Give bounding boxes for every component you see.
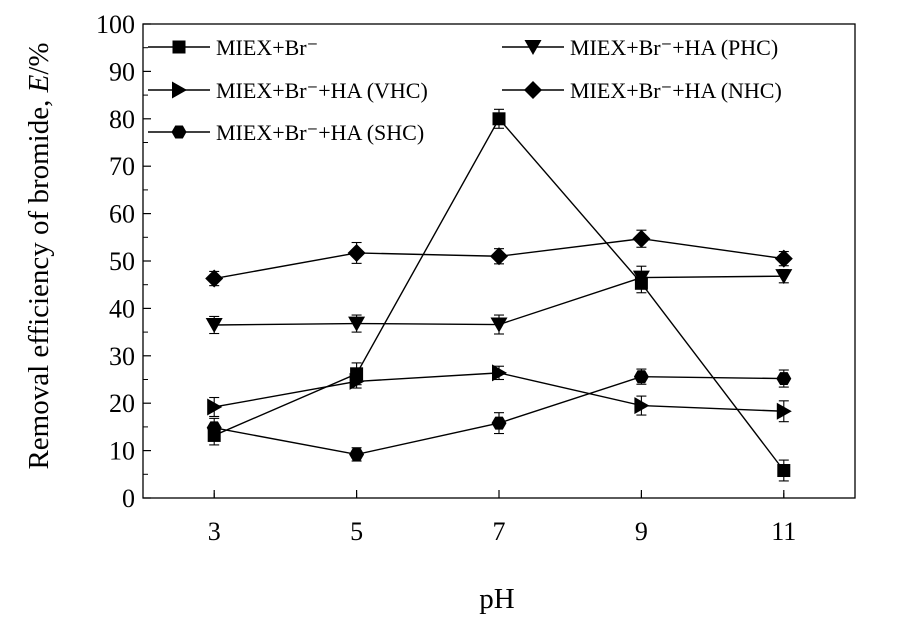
x-tick-label: 5 bbox=[350, 517, 363, 546]
hexagon-marker bbox=[206, 421, 222, 435]
series bbox=[205, 229, 793, 288]
y-tick-label: 60 bbox=[109, 200, 135, 229]
diamond-marker bbox=[524, 81, 542, 99]
y-axis-title-part: Removal efficiency of bromide, bbox=[23, 92, 55, 469]
triangle-down-marker bbox=[348, 316, 366, 332]
y-tick-label: 0 bbox=[122, 484, 135, 513]
x-axis-title: pH bbox=[479, 583, 515, 615]
legend-label: MIEX+Br⁻ bbox=[216, 35, 318, 60]
series bbox=[206, 368, 792, 462]
x-axis: 3 5 7 9 11 bbox=[208, 490, 796, 546]
y-axis: 0 10 20 30 40 50 60 70 80 90 100 bbox=[96, 10, 151, 513]
hexagon-marker bbox=[171, 125, 187, 139]
square-marker bbox=[172, 40, 186, 54]
triangle-down-marker bbox=[490, 317, 508, 333]
y-tick-label: 10 bbox=[109, 437, 135, 466]
legend-item: MIEX+Br⁻+HA (VHC) bbox=[148, 78, 428, 103]
hexagon-marker bbox=[776, 372, 792, 385]
diamond-marker bbox=[774, 249, 793, 268]
x-tick-label: 11 bbox=[771, 517, 796, 546]
y-tick-label: 30 bbox=[109, 342, 135, 371]
hexagon-marker bbox=[349, 447, 365, 461]
legend-item: MIEX+Br⁻+HA (PHC) bbox=[502, 35, 778, 60]
series-layer bbox=[205, 108, 793, 482]
triangle-down-marker bbox=[775, 269, 793, 285]
legend-label: MIEX+Br⁻+HA (NHC) bbox=[570, 78, 782, 103]
triangle-right-marker bbox=[776, 402, 792, 420]
triangle-right-marker bbox=[172, 81, 187, 99]
triangle-right-marker bbox=[207, 398, 223, 416]
legend-item: MIEX+Br⁻ bbox=[148, 35, 318, 60]
triangle-right-marker bbox=[349, 372, 365, 390]
y-tick-label: 20 bbox=[109, 389, 135, 418]
legend: MIEX+Br⁻ MIEX+Br⁻+HA (PHC) MIEX+Br⁻+HA (VH… bbox=[148, 35, 782, 145]
diamond-marker bbox=[205, 269, 224, 288]
y-tick-label: 40 bbox=[109, 294, 135, 323]
triangle-down-marker bbox=[524, 40, 542, 55]
legend-label: MIEX+Br⁻+HA (SHC) bbox=[216, 120, 424, 145]
legend-label: MIEX+Br⁻+HA (PHC) bbox=[570, 35, 778, 60]
legend-item: MIEX+Br⁻+HA (NHC) bbox=[502, 78, 782, 103]
y-axis-title: Removal efficiency of bromide, E/% bbox=[23, 42, 55, 469]
y-axis-title-unit: /% bbox=[23, 42, 55, 74]
y-tick-label: 80 bbox=[109, 105, 135, 134]
triangle-right-marker bbox=[634, 397, 650, 415]
diamond-marker bbox=[490, 247, 508, 266]
y-tick-label: 90 bbox=[109, 57, 135, 86]
y-tick-label: 100 bbox=[96, 10, 135, 39]
hexagon-marker bbox=[491, 416, 507, 430]
triangle-down-marker bbox=[632, 270, 650, 286]
hexagon-marker bbox=[633, 370, 649, 384]
y-tick-label: 50 bbox=[109, 247, 135, 276]
series bbox=[207, 364, 792, 423]
legend-item: MIEX+Br⁻+HA (SHC) bbox=[148, 120, 424, 145]
triangle-down-marker bbox=[205, 317, 223, 333]
diamond-marker bbox=[632, 229, 651, 248]
triangle-right-marker bbox=[492, 364, 507, 382]
x-tick-label: 7 bbox=[493, 517, 506, 546]
diamond-marker bbox=[347, 243, 366, 262]
x-tick-label: 3 bbox=[208, 517, 221, 546]
y-axis-title-variable: E bbox=[23, 74, 55, 93]
series bbox=[205, 265, 793, 335]
square-marker bbox=[492, 112, 506, 126]
x-tick-label: 9 bbox=[635, 517, 648, 546]
legend-label: MIEX+Br⁻+HA (VHC) bbox=[216, 78, 428, 103]
y-tick-label: 70 bbox=[109, 152, 135, 181]
square-marker bbox=[777, 464, 791, 478]
